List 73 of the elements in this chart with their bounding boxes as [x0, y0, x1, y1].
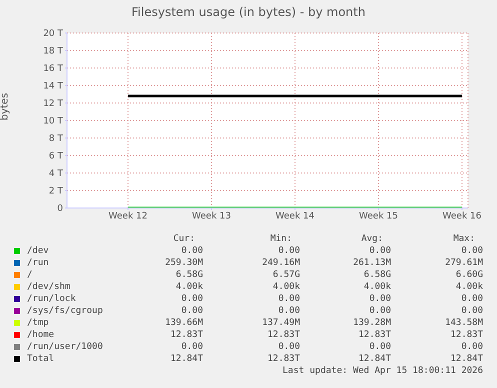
text: 0.00 — [369, 293, 391, 305]
text: 0.00 — [181, 305, 203, 317]
text: 259.30M — [165, 257, 203, 269]
text: 0.00 — [181, 341, 203, 353]
y-tick-label: 12 T — [43, 99, 64, 110]
text: 0.00 — [461, 293, 483, 305]
text: 12.83T — [170, 329, 203, 341]
text: 0.00 — [461, 305, 483, 317]
text: 12.83T — [358, 329, 391, 341]
text: 4.00k — [456, 281, 483, 293]
x-tick-label: Week 14 — [276, 211, 315, 222]
legend-label: /run/lock — [27, 293, 76, 305]
text: 6.58G — [364, 269, 391, 281]
text: 249.16M — [262, 257, 300, 269]
text: Max: — [453, 233, 475, 245]
y-tick-label: 0 — [57, 204, 64, 214]
x-tick-label: Week 15 — [359, 211, 398, 222]
text: 0.00 — [461, 245, 483, 257]
y-tick-label: 20 T — [43, 29, 64, 40]
x-tick-label: Week 13 — [192, 211, 231, 222]
text: Last update: Wed Apr 15 18:00:11 2026 — [282, 365, 483, 377]
text: Avg: — [361, 233, 383, 245]
chart-title: Filesystem usage (in bytes) - by month — [130, 5, 366, 19]
text: 4.00k — [272, 281, 300, 293]
text: 0.00 — [369, 245, 391, 257]
legend-label: /run — [27, 257, 49, 269]
text: Cur: — [173, 233, 195, 245]
x-tick-label: Week 12 — [108, 211, 148, 222]
text: Min: — [270, 233, 292, 245]
y-axis-title: bytes — [0, 92, 11, 120]
y-tick-label: 14 T — [43, 82, 64, 92]
text: 12.84T — [170, 353, 203, 365]
text: 4.00k — [176, 281, 203, 293]
text: 12.83T — [450, 329, 483, 341]
legend-label: /sys/fs/cgroup — [27, 305, 103, 317]
text: 6.60G — [456, 269, 483, 281]
text: 12.83T — [267, 329, 300, 341]
y-tick-label: 6 T — [48, 152, 64, 162]
legend-label: Total — [27, 353, 54, 365]
y-tick-label: 4 T — [48, 169, 64, 180]
text: 0.00 — [278, 245, 300, 257]
text: 0.00 — [278, 341, 300, 353]
text: 12.83T — [267, 353, 300, 365]
text: 0.00 — [278, 293, 300, 305]
y-tick-label: 18 T — [43, 46, 64, 57]
text: 4.00k — [364, 281, 391, 293]
legend-label: /tmp — [27, 317, 49, 329]
text: 137.49M — [262, 317, 300, 329]
x-tick-label: Week 16 — [442, 211, 482, 222]
text: 139.28M — [353, 317, 391, 329]
y-tick-label: 2 T — [48, 186, 64, 197]
text: 6.58G — [176, 269, 203, 281]
text: 261.13M — [353, 257, 391, 269]
text: 0.00 — [181, 245, 203, 257]
y-tick-label: 16 T — [43, 64, 64, 74]
y-tick-label: 8 T — [48, 134, 64, 144]
text: 0.00 — [369, 305, 391, 317]
text: 143.58M — [445, 317, 483, 329]
legend-label: /home — [27, 329, 54, 341]
text: 139.66M — [165, 317, 203, 329]
text: 6.57G — [272, 269, 300, 281]
text: 0.00 — [369, 341, 391, 353]
text: 0.00 — [278, 305, 300, 317]
text: 0.00 — [461, 341, 483, 353]
legend-label: /dev — [27, 245, 49, 257]
legend-label: /dev/shm — [27, 281, 70, 293]
legend-label: /run/user/1000 — [27, 341, 103, 353]
legend-label: / — [27, 269, 32, 281]
text: 12.84T — [450, 353, 483, 365]
text: 12.84T — [358, 353, 391, 365]
text: 0.00 — [181, 293, 203, 305]
y-tick-label: 10 T — [43, 116, 64, 127]
text: 279.61M — [445, 257, 483, 269]
